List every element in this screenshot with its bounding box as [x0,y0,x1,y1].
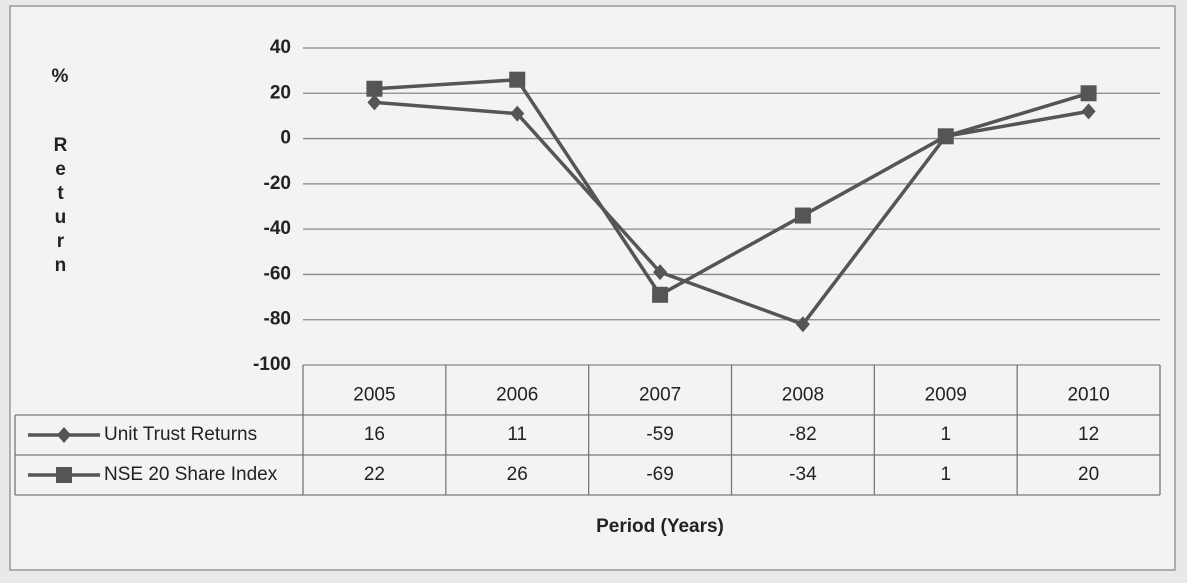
table-value: 16 [364,424,385,445]
table-value: 26 [507,464,528,485]
y-tick-label: 0 [280,128,291,149]
table-value: -82 [789,424,816,445]
x-tick-label: 2007 [639,385,681,406]
table-value: -34 [789,464,817,485]
table-value: 11 [507,424,527,445]
legend-label: Unit Trust Returns [104,424,257,445]
y-tick-label: -60 [264,263,291,284]
table-value: 12 [1078,424,1099,445]
marker [1081,85,1097,101]
table-value: -69 [646,464,673,485]
y-tick-label: -100 [253,354,291,375]
x-tick-label: 2009 [925,385,967,406]
legend-label: NSE 20 Share Index [104,464,278,485]
x-tick-label: 2005 [353,385,395,406]
y-tick-label: -40 [264,218,291,239]
x-tick-label: 2008 [782,385,824,406]
x-tick-label: 2010 [1067,385,1109,406]
x-axis-label: Period (Years) [596,516,724,537]
chart-frame [10,6,1175,570]
table-value: 20 [1078,464,1099,485]
x-tick-label: 2006 [496,385,538,406]
y-tick-label: 40 [270,37,291,58]
marker [652,287,668,303]
table-value: -59 [646,424,673,445]
y-tick-label: 20 [270,82,291,103]
chart: % Return Period (Years) -100 -80 -60 -40 -20… [0,0,1187,583]
y-tick-label: -80 [264,309,291,330]
marker [366,81,382,97]
table-value: 22 [364,464,385,485]
y-axis-label: % [52,66,69,87]
y-axis-label-word: Return [50,135,71,279]
y-tick-label: -20 [264,173,291,194]
marker [509,72,525,88]
table-value: 1 [940,424,951,445]
marker [938,128,954,144]
table-value: 1 [940,464,951,485]
legend-marker [56,467,72,483]
marker [795,208,811,224]
